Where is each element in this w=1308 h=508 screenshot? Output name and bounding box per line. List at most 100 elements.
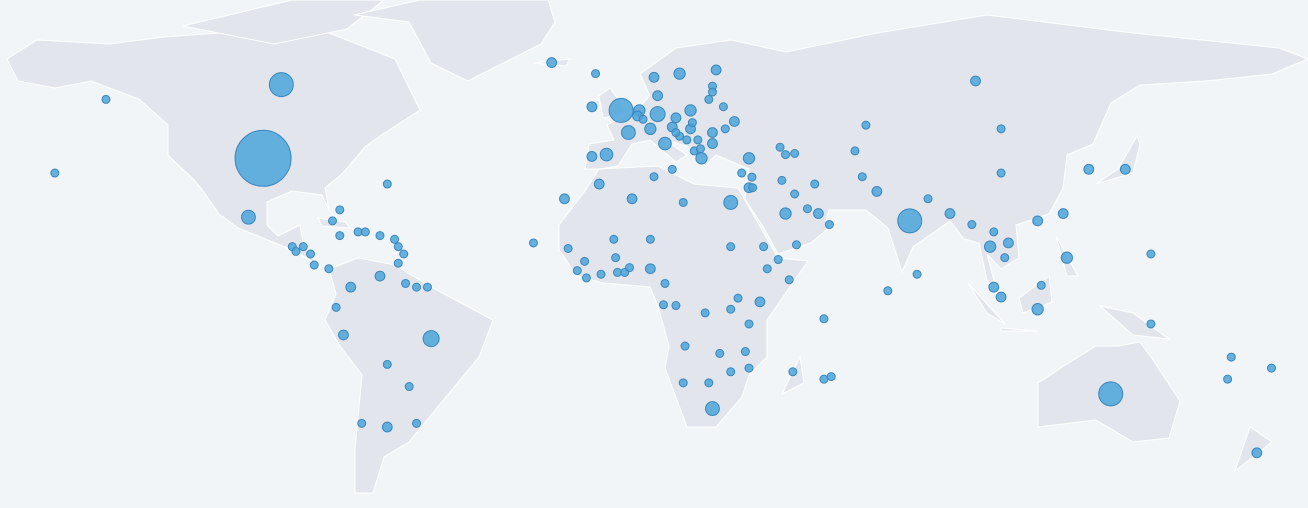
bubble <box>1031 303 1044 316</box>
bubble <box>871 186 883 197</box>
bubble <box>404 382 414 392</box>
bubble <box>762 264 772 274</box>
bubble <box>989 227 999 237</box>
bubble <box>777 175 787 185</box>
bubble <box>788 367 798 377</box>
bubble <box>737 168 747 178</box>
bubble <box>625 263 635 273</box>
bubble <box>360 227 370 237</box>
bubble <box>704 94 714 104</box>
bubble <box>586 151 598 162</box>
north-america <box>6 28 421 273</box>
bubble <box>422 330 440 348</box>
bubble <box>1003 237 1014 249</box>
bubble <box>401 278 411 288</box>
bubble <box>620 125 636 140</box>
bubble <box>897 208 923 234</box>
bubble <box>375 231 385 241</box>
bubble <box>671 301 681 311</box>
bubble <box>673 67 686 80</box>
bubble <box>306 249 316 259</box>
bubble <box>528 238 538 248</box>
bubble <box>593 178 605 190</box>
bubble <box>1266 363 1276 373</box>
bubble <box>705 401 720 417</box>
bubble <box>781 150 791 160</box>
bubble <box>707 127 718 138</box>
bubble <box>695 152 708 165</box>
bubble <box>412 282 422 292</box>
bubble <box>1146 319 1156 329</box>
bubble <box>649 172 659 182</box>
java <box>1000 327 1039 332</box>
bubble <box>707 87 717 97</box>
bubble <box>967 220 977 230</box>
bubble <box>678 378 688 388</box>
africa <box>558 165 809 428</box>
bubble <box>813 208 824 219</box>
bubble <box>726 242 736 252</box>
bubble <box>609 234 619 244</box>
bubble <box>728 116 740 127</box>
bubble <box>572 266 582 276</box>
bubble <box>720 124 730 134</box>
sumatra <box>967 282 1006 325</box>
bubble <box>1036 280 1046 290</box>
bubble <box>596 269 606 279</box>
bubble <box>335 205 345 215</box>
bubble <box>791 240 801 250</box>
bubble <box>563 243 573 253</box>
bubble <box>374 270 386 282</box>
bubble <box>649 106 666 123</box>
bubble <box>744 363 754 373</box>
bubble <box>687 118 697 128</box>
bubble <box>861 120 871 130</box>
bubble <box>626 193 638 205</box>
bubble <box>390 234 400 244</box>
bubble <box>353 227 363 237</box>
bubble <box>695 144 705 154</box>
bubble <box>747 172 757 182</box>
bubbles <box>50 57 1276 459</box>
bubble <box>381 421 393 433</box>
new-guinea <box>1098 305 1171 340</box>
bubble <box>790 149 800 159</box>
bubble <box>1098 381 1124 407</box>
bubble <box>611 253 621 263</box>
bubble <box>382 359 392 369</box>
bubble <box>652 90 664 102</box>
bubble <box>648 71 660 83</box>
bubble <box>819 374 829 384</box>
bubble <box>338 329 349 341</box>
bubble <box>678 197 688 207</box>
bubble <box>700 308 710 318</box>
bubble <box>995 291 1007 303</box>
bubble <box>580 256 590 266</box>
bubble <box>50 168 60 178</box>
bubble <box>784 275 794 285</box>
bubble <box>944 208 956 219</box>
bubble <box>1223 374 1233 384</box>
bubble <box>591 69 601 79</box>
bubble <box>393 242 403 252</box>
bubble <box>382 179 392 189</box>
bubble <box>559 193 570 205</box>
bubble <box>1057 208 1069 219</box>
bubble <box>599 147 614 162</box>
bubble <box>658 136 672 151</box>
bubble <box>748 183 758 193</box>
bubble <box>802 204 812 214</box>
bubble <box>710 64 722 76</box>
bubble <box>357 418 367 428</box>
bubble <box>824 220 834 230</box>
bubble <box>1032 215 1044 227</box>
greenland <box>353 0 556 82</box>
bubble <box>1146 249 1156 259</box>
bubble <box>422 282 432 292</box>
bubble <box>826 372 836 382</box>
bubble <box>327 216 337 226</box>
bubble <box>291 246 301 256</box>
bubble <box>850 146 860 156</box>
bubble <box>883 286 893 296</box>
